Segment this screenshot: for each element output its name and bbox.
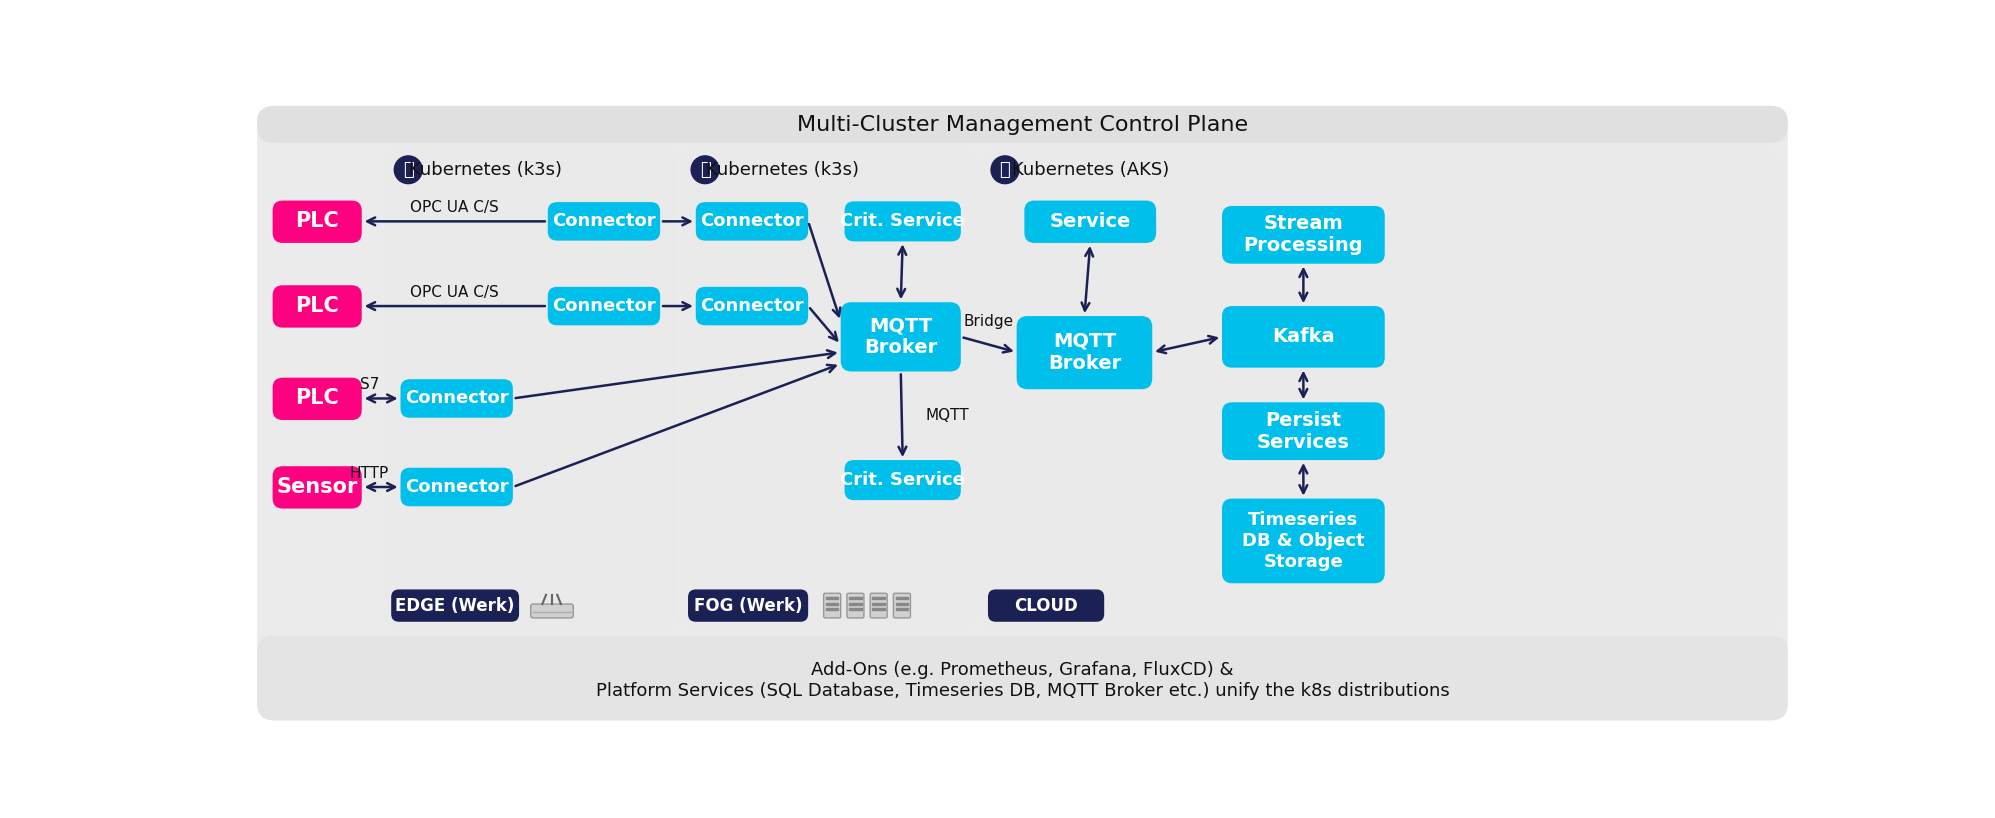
Text: CLOUD: CLOUD xyxy=(1013,596,1077,614)
Bar xyxy=(896,608,908,610)
Text: ⎈: ⎈ xyxy=(403,161,413,179)
FancyBboxPatch shape xyxy=(257,106,1788,143)
FancyBboxPatch shape xyxy=(1223,498,1385,583)
Text: PLC: PLC xyxy=(295,211,339,231)
Text: Kubernetes (k3s): Kubernetes (k3s) xyxy=(409,161,563,179)
Text: Persist
Services: Persist Services xyxy=(1257,411,1351,452)
Text: Kubernetes (k3s): Kubernetes (k3s) xyxy=(706,161,860,179)
FancyBboxPatch shape xyxy=(257,636,1788,721)
Text: Connector: Connector xyxy=(700,213,804,231)
FancyBboxPatch shape xyxy=(688,590,808,622)
FancyBboxPatch shape xyxy=(273,285,361,328)
Text: MQTT: MQTT xyxy=(926,408,970,423)
FancyBboxPatch shape xyxy=(1023,200,1157,243)
FancyBboxPatch shape xyxy=(848,593,864,618)
FancyBboxPatch shape xyxy=(870,593,888,618)
Text: Kafka: Kafka xyxy=(1273,327,1335,346)
FancyBboxPatch shape xyxy=(844,201,962,241)
Text: Connector: Connector xyxy=(553,297,656,315)
Text: HTTP: HTTP xyxy=(349,465,389,481)
FancyBboxPatch shape xyxy=(696,202,808,240)
Text: Stream
Processing: Stream Processing xyxy=(1243,214,1363,255)
FancyBboxPatch shape xyxy=(1017,316,1153,389)
Text: Multi-Cluster Management Control Plane: Multi-Cluster Management Control Plane xyxy=(796,115,1249,135)
FancyBboxPatch shape xyxy=(1223,402,1385,460)
Text: Connector: Connector xyxy=(405,389,509,407)
Text: Bridge: Bridge xyxy=(964,314,1013,329)
Bar xyxy=(826,597,838,600)
Text: Connector: Connector xyxy=(405,478,509,496)
Text: PLC: PLC xyxy=(295,389,339,408)
FancyBboxPatch shape xyxy=(257,106,1788,721)
FancyBboxPatch shape xyxy=(1223,306,1385,367)
Text: Connector: Connector xyxy=(700,297,804,315)
Text: Timeseries
DB & Object
Storage: Timeseries DB & Object Storage xyxy=(1243,511,1365,571)
Text: Kubernetes (AKS): Kubernetes (AKS) xyxy=(1011,161,1169,179)
Text: Crit. Service: Crit. Service xyxy=(840,471,966,489)
Circle shape xyxy=(395,156,423,183)
FancyBboxPatch shape xyxy=(988,590,1103,622)
Text: PLC: PLC xyxy=(295,296,339,316)
Text: S7: S7 xyxy=(359,377,379,392)
FancyBboxPatch shape xyxy=(549,202,660,240)
Bar xyxy=(850,597,862,600)
Bar xyxy=(850,608,862,610)
Text: EDGE (Werk): EDGE (Werk) xyxy=(395,596,515,614)
Text: Sensor: Sensor xyxy=(277,477,357,497)
Text: ⎈: ⎈ xyxy=(700,161,710,179)
Text: Connector: Connector xyxy=(553,213,656,231)
Bar xyxy=(896,603,908,605)
FancyBboxPatch shape xyxy=(549,287,660,326)
Text: Crit. Service: Crit. Service xyxy=(840,213,966,231)
Text: FOG (Werk): FOG (Werk) xyxy=(694,596,802,614)
Bar xyxy=(872,608,886,610)
Circle shape xyxy=(690,156,718,183)
Text: Service: Service xyxy=(1049,212,1131,231)
FancyBboxPatch shape xyxy=(391,590,519,622)
Bar xyxy=(826,608,838,610)
Text: OPC UA C/S: OPC UA C/S xyxy=(411,200,499,215)
FancyBboxPatch shape xyxy=(840,302,962,371)
FancyBboxPatch shape xyxy=(682,148,976,628)
Bar xyxy=(896,597,908,600)
FancyBboxPatch shape xyxy=(824,593,840,618)
Bar xyxy=(872,597,886,600)
Bar xyxy=(826,603,838,605)
Text: OPC UA C/S: OPC UA C/S xyxy=(411,285,499,299)
Text: MQTT
Broker: MQTT Broker xyxy=(864,317,938,357)
FancyBboxPatch shape xyxy=(273,378,361,420)
FancyBboxPatch shape xyxy=(844,460,962,500)
FancyBboxPatch shape xyxy=(385,148,676,628)
FancyBboxPatch shape xyxy=(401,468,513,506)
FancyBboxPatch shape xyxy=(401,380,513,418)
Text: Platform Services (SQL Database, Timeseries DB, MQTT Broker etc.) unify the k8s : Platform Services (SQL Database, Timeser… xyxy=(597,682,1448,700)
FancyBboxPatch shape xyxy=(273,466,361,509)
Text: MQTT
Broker: MQTT Broker xyxy=(1047,332,1121,373)
Text: ⎈: ⎈ xyxy=(999,161,1009,179)
Bar xyxy=(872,603,886,605)
FancyBboxPatch shape xyxy=(1223,206,1385,263)
FancyBboxPatch shape xyxy=(894,593,910,618)
FancyBboxPatch shape xyxy=(531,604,573,618)
FancyBboxPatch shape xyxy=(273,200,361,243)
FancyBboxPatch shape xyxy=(982,148,1778,628)
Text: Add-Ons (e.g. Prometheus, Grafana, FluxCD) &: Add-Ons (e.g. Prometheus, Grafana, FluxC… xyxy=(812,661,1233,679)
FancyBboxPatch shape xyxy=(696,287,808,326)
Circle shape xyxy=(992,156,1019,183)
Bar xyxy=(850,603,862,605)
